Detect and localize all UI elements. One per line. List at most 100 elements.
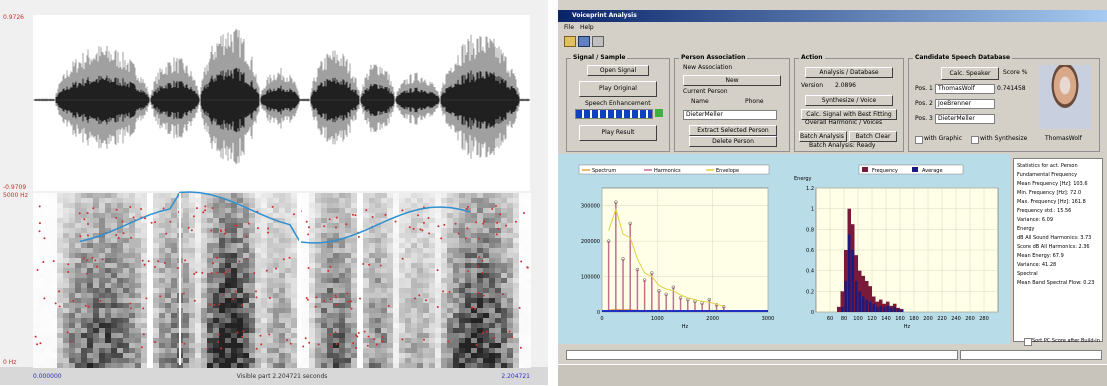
spectrogram-cell xyxy=(45,213,51,218)
button[interactable]: Play Original xyxy=(579,81,657,97)
spectrogram-cell xyxy=(165,283,171,288)
checkbox[interactable] xyxy=(1024,338,1032,346)
button[interactable]: Analysis / Database xyxy=(805,67,893,78)
menu-item[interactable]: File xyxy=(564,24,574,32)
spectrogram-cell xyxy=(117,338,123,343)
spectrogram-cell xyxy=(447,268,453,273)
spectrogram-cell xyxy=(417,328,423,333)
spectrogram-cell xyxy=(147,308,153,313)
legend-label: Frequency xyxy=(872,168,898,174)
menu-item[interactable]: Help xyxy=(580,24,594,32)
spectrogram-cell xyxy=(357,353,363,358)
spectrogram-cell xyxy=(87,363,93,368)
formant-dot xyxy=(467,206,469,208)
button[interactable]: Batch Analysis 1 xyxy=(799,131,847,142)
spectrogram-cell xyxy=(291,288,297,293)
spectrogram-cell xyxy=(357,208,363,213)
spectrogram-cell xyxy=(261,303,267,308)
spectrogram-cell xyxy=(255,313,261,318)
name-field[interactable]: DieterMeller xyxy=(683,110,777,120)
spectrogram-cell xyxy=(375,328,381,333)
checkbox[interactable] xyxy=(971,136,979,144)
spectrogram-cell xyxy=(33,228,39,233)
spectrogram-cell xyxy=(381,358,387,363)
spectrogram-cell xyxy=(393,258,399,263)
spectrogram-cell xyxy=(75,273,81,278)
spectrogram-cell xyxy=(333,363,339,368)
spectrogram-cell xyxy=(465,343,471,348)
spectrogram-cell xyxy=(117,363,123,368)
formant-dot xyxy=(235,290,237,292)
spectrogram-cell xyxy=(423,253,429,258)
spectrogram-cell xyxy=(321,273,327,278)
spectrogram-cell xyxy=(165,318,171,323)
button[interactable]: Calc. Speaker xyxy=(941,67,999,80)
spectrogram-cell xyxy=(39,353,45,358)
spectrogram-cell xyxy=(81,198,87,203)
spectrogram-cell xyxy=(465,258,471,263)
button[interactable]: Extract Selected Person xyxy=(689,125,777,136)
spectrogram-cell xyxy=(495,333,501,338)
spectrogram-cell xyxy=(405,333,411,338)
spectrogram-cell xyxy=(489,363,495,368)
spectrogram-cell xyxy=(87,333,93,338)
x-tick-label: 60 xyxy=(827,316,833,322)
formant-dot xyxy=(443,224,445,226)
spectrogram-cell xyxy=(153,283,159,288)
spectrogram-cell xyxy=(153,238,159,243)
spectrogram-cell xyxy=(69,218,75,223)
spectrogram-cell xyxy=(195,323,201,328)
spectrogram-cell xyxy=(255,258,261,263)
spectrogram-cell xyxy=(387,213,393,218)
button[interactable]: Play Result xyxy=(579,125,657,141)
button[interactable]: Synthesize / Voice xyxy=(805,95,893,106)
formant-dot xyxy=(475,221,477,223)
spectrogram-cell xyxy=(357,263,363,268)
formant-dot xyxy=(417,214,419,216)
spectrogram-cell xyxy=(201,308,207,313)
spectrogram-cell xyxy=(57,238,63,243)
spectrogram-cell xyxy=(405,248,411,253)
spectrogram-cell xyxy=(267,193,273,198)
spectrogram-cell xyxy=(339,348,345,353)
formant-dot xyxy=(440,237,442,239)
button[interactable]: Delete Person xyxy=(689,136,777,147)
spectrogram-cell xyxy=(99,213,105,218)
spectrogram-cell xyxy=(363,358,369,363)
button[interactable]: New xyxy=(683,75,781,86)
toolbar-save[interactable] xyxy=(578,36,590,47)
spectrogram-cell xyxy=(69,253,75,258)
toolbar-help[interactable] xyxy=(592,36,604,47)
spectrogram-cell xyxy=(165,193,171,198)
button[interactable]: Batch Clear xyxy=(849,131,897,142)
spectrogram-cell xyxy=(237,228,243,233)
spectrogram-cell xyxy=(171,298,177,303)
spectrogram-cell xyxy=(69,233,75,238)
formant-dot xyxy=(449,291,451,293)
spectrogram-cell xyxy=(183,263,189,268)
spectrogram-cell xyxy=(447,313,453,318)
spectrogram-cell xyxy=(249,248,255,253)
spectrogram-cell xyxy=(411,243,417,248)
spectrogram-cell xyxy=(315,328,321,333)
formant-dot xyxy=(315,297,317,299)
spectrogram-cell xyxy=(441,218,447,223)
spectrogram-cell xyxy=(339,258,345,263)
spectrogram-cell xyxy=(375,268,381,273)
spectrogram-cell xyxy=(111,203,117,208)
formant-dot xyxy=(365,209,367,211)
toolbar-open[interactable] xyxy=(564,36,576,47)
spectrogram-cell xyxy=(501,348,507,353)
chart-panel: 01000002000003000000100020003000HzSpectr… xyxy=(558,154,1010,344)
checkbox[interactable] xyxy=(915,136,923,144)
spectrogram-cell xyxy=(93,363,99,368)
spectrogram-cell xyxy=(111,293,117,298)
formant-dot xyxy=(196,207,198,209)
spectrogram-cell xyxy=(285,278,291,283)
spectrogram-cell xyxy=(489,268,495,273)
spectrogram-cell xyxy=(345,288,351,293)
spectrogram-cell xyxy=(105,268,111,273)
spectrogram-cell xyxy=(129,233,135,238)
button[interactable]: Open Signal xyxy=(587,65,649,76)
spectrogram-cell xyxy=(495,338,501,343)
